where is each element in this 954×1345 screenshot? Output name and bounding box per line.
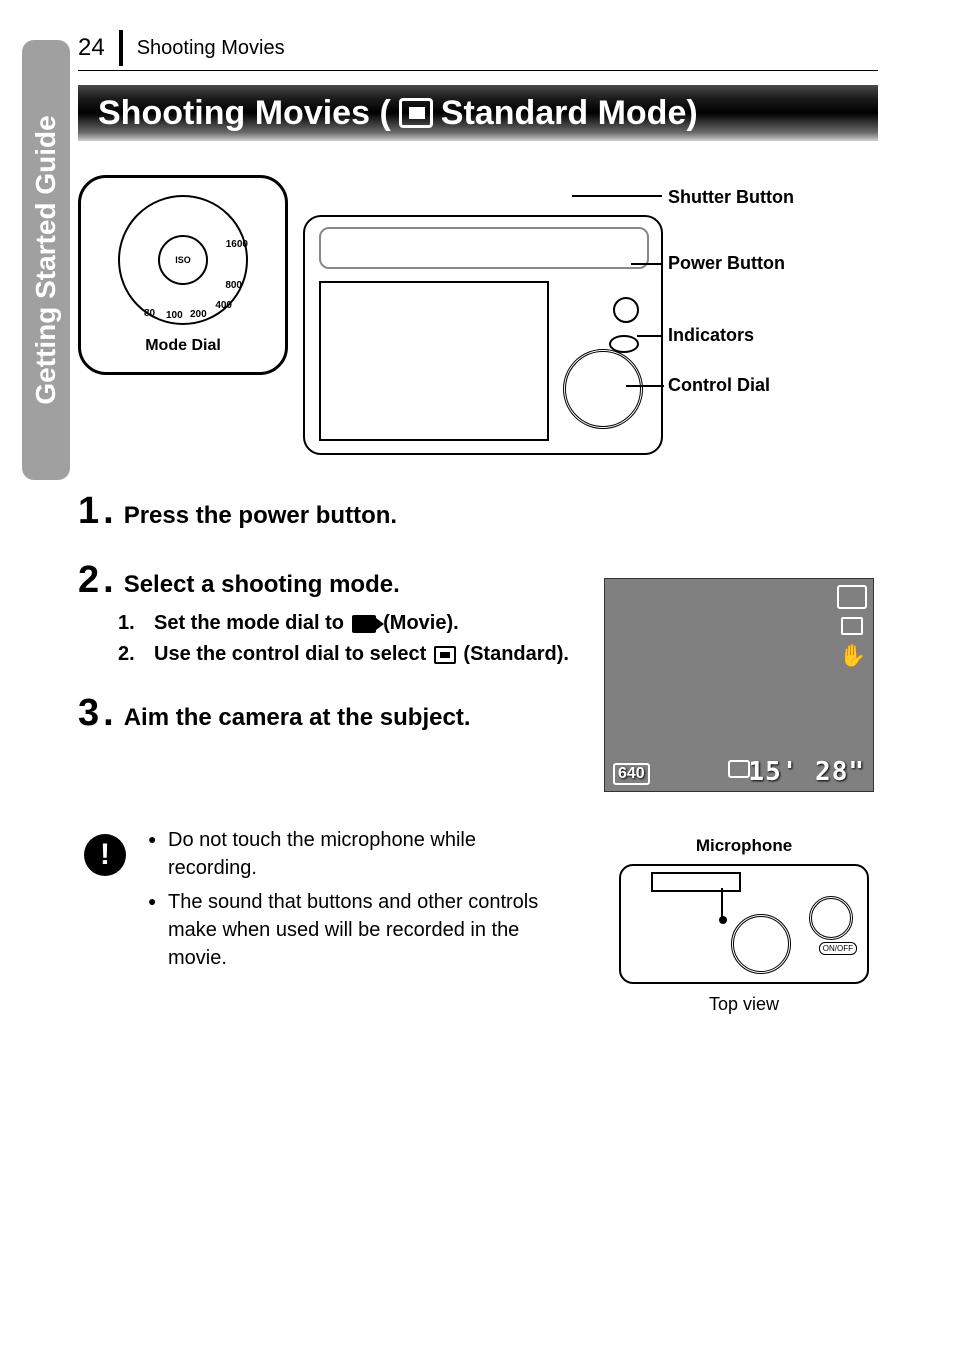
step-number: 3 — [78, 692, 99, 735]
substep-number: 1. — [118, 612, 144, 635]
callout-shutter: Shutter Button — [668, 187, 794, 208]
microphone-label: Microphone — [614, 836, 874, 856]
leader-line — [631, 263, 663, 265]
standard-icon — [434, 646, 456, 664]
leader-line — [572, 195, 662, 197]
leader-line — [721, 888, 723, 918]
step-dot: . — [103, 692, 114, 735]
substep-pre: Set the mode dial to — [154, 612, 350, 634]
dial-number: 400 — [215, 300, 232, 311]
step-text: Press the power button. — [124, 502, 397, 530]
step-dot: . — [103, 559, 114, 602]
camera-diagram: ISO 80 100 200 400 800 1600 Mode Dial Sh… — [78, 165, 878, 465]
title-bar: Shooting Movies ( Standard Mode) — [78, 85, 878, 141]
step-number: 1 — [78, 490, 99, 533]
microphone-dot — [719, 916, 727, 924]
callout-control-dial: Control Dial — [668, 375, 770, 396]
step-number: 2 — [78, 559, 99, 602]
indicator-lights — [609, 335, 639, 353]
side-tab-label: Getting Started Guide — [30, 115, 62, 404]
onoff-label: ON/OFF — [819, 942, 857, 955]
movie-mode-icon — [837, 585, 867, 609]
substep-pre: Use the control dial to select — [154, 643, 432, 665]
lcd-time-remaining: 15' 28" — [748, 757, 865, 787]
mode-dial-label: Mode Dial — [145, 337, 221, 355]
caution-box: ! Do not touch the microphone while reco… — [88, 826, 558, 978]
callout-indicators: Indicators — [668, 325, 754, 346]
title-suffix: Standard Mode) — [441, 94, 698, 133]
camera-top-strip — [319, 227, 649, 269]
caution-icon: ! — [84, 834, 126, 876]
header-rule — [78, 70, 878, 71]
camera-lcd — [319, 281, 549, 441]
caution-item: Do not touch the microphone while record… — [148, 826, 558, 882]
microphone-diagram: Microphone ON/OFF Top view — [614, 836, 874, 1015]
leader-line — [637, 335, 663, 337]
hot-shoe — [651, 872, 741, 892]
step-text: Select a shooting mode. — [124, 571, 400, 599]
substep-post: (Standard). — [463, 643, 569, 665]
header-separator — [119, 30, 123, 66]
dial-number: 800 — [225, 280, 242, 291]
step-dot: . — [103, 490, 114, 533]
dial-number: 1600 — [226, 239, 248, 250]
control-dial-graphic — [563, 349, 643, 429]
movie-icon — [352, 615, 376, 633]
running-head: Shooting Movies — [137, 37, 285, 60]
leader-line — [626, 385, 664, 387]
page-title: Shooting Movies ( Standard Mode) — [98, 94, 698, 133]
substep-post: (Movie). — [383, 612, 459, 634]
lcd-side-icons: ✋ — [837, 585, 867, 669]
title-prefix: Shooting Movies ( — [98, 94, 391, 133]
substep-number: 2. — [118, 643, 144, 666]
lcd-center-icon — [728, 757, 750, 785]
camera-top-view: ON/OFF — [619, 864, 869, 984]
page-number: 24 — [78, 34, 105, 62]
mode-dial-callout: ISO 80 100 200 400 800 1600 Mode Dial — [78, 175, 288, 375]
mode-dial-graphic — [731, 914, 791, 974]
power-button-graphic — [613, 297, 639, 323]
step-text: Aim the camera at the subject. — [124, 704, 471, 732]
step-1: 1. Press the power button. — [78, 490, 868, 533]
shutter-button-graphic — [809, 896, 853, 940]
dial-number: 200 — [190, 309, 207, 320]
dial-number: 80 — [144, 308, 155, 319]
callout-power: Power Button — [668, 253, 785, 274]
standard-icon — [841, 617, 863, 635]
substep-text: Use the control dial to select (Standard… — [154, 643, 569, 666]
substeps: 1. Set the mode dial to (Movie). 2. Use … — [118, 612, 588, 666]
top-view-caption: Top view — [614, 994, 874, 1015]
substep-text: Set the mode dial to (Movie). — [154, 612, 459, 635]
caution-item: The sound that buttons and other control… — [148, 888, 558, 972]
dial-number: 100 — [166, 310, 183, 321]
movie-mode-icon — [399, 98, 433, 128]
dial-center-label: ISO — [158, 235, 208, 285]
mode-dial-graphic: ISO 80 100 200 400 800 1600 — [118, 195, 248, 325]
lcd-preview: ✋ 640 15' 28" — [604, 578, 874, 792]
substep-2: 2. Use the control dial to select (Stand… — [118, 643, 588, 666]
page-header: 24 Shooting Movies — [78, 30, 285, 66]
caution-list: Do not touch the microphone while record… — [148, 826, 558, 972]
substep-1: 1. Set the mode dial to (Movie). — [118, 612, 588, 635]
camera-back-view — [303, 215, 663, 455]
hand-shake-icon: ✋ — [839, 643, 865, 669]
side-tab: Getting Started Guide — [22, 40, 70, 480]
lcd-resolution-badge: 640 — [613, 763, 650, 785]
